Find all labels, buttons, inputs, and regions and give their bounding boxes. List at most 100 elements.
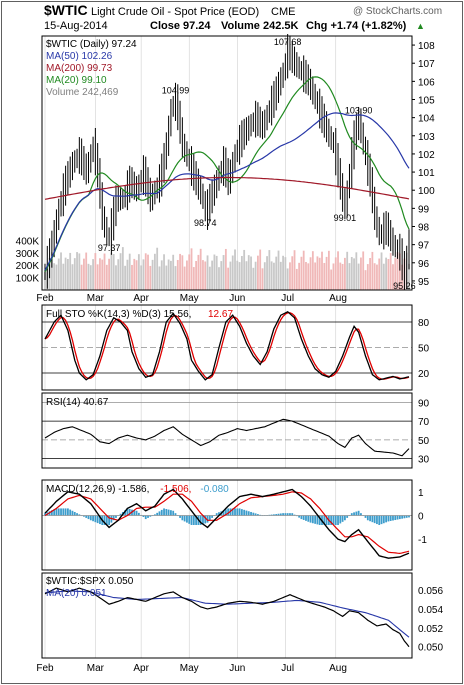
volume-bar bbox=[110, 252, 113, 290]
volume-bar bbox=[273, 262, 275, 290]
close-label: Close 97.24 bbox=[150, 20, 211, 32]
macd-histogram-bar bbox=[126, 508, 129, 516]
macd-histogram-bar bbox=[218, 512, 220, 516]
price-tick-label: 107 bbox=[418, 59, 435, 70]
volume-bar bbox=[270, 261, 273, 290]
volume-label: Volume 242.5K bbox=[221, 20, 298, 32]
macd-signal-line bbox=[44, 491, 410, 555]
macd-histogram-bar bbox=[85, 515, 88, 518]
volume-bar bbox=[83, 258, 85, 290]
volume-bar bbox=[135, 260, 138, 290]
macd-histogram-bar bbox=[408, 515, 410, 518]
instrument-name: Light Crude Oil - Spot Price (EOD) bbox=[91, 6, 259, 18]
volume-bar bbox=[115, 265, 117, 290]
macd-histogram-bar bbox=[316, 515, 319, 525]
rsi-panel-frame bbox=[41, 392, 413, 469]
volume-bar bbox=[126, 259, 129, 290]
volume-bar bbox=[105, 264, 108, 290]
volume-tick-label: 400K bbox=[16, 236, 40, 247]
price-tick-label: 106 bbox=[418, 77, 435, 88]
volume-bar bbox=[181, 255, 184, 290]
volume-bar bbox=[64, 257, 67, 290]
volume-bar bbox=[57, 258, 60, 290]
volume-bar bbox=[218, 267, 220, 290]
macd-histogram-bar bbox=[353, 512, 355, 516]
volume-bar bbox=[94, 253, 97, 290]
price-tick-label: 105 bbox=[418, 96, 435, 107]
macd-histogram-bar bbox=[339, 515, 342, 524]
macd-histogram-bar bbox=[165, 509, 168, 516]
macd-histogram-bar bbox=[346, 515, 349, 518]
volume-bar bbox=[392, 264, 394, 290]
macd-histogram-bar bbox=[190, 515, 193, 525]
macd-histogram-bar bbox=[334, 515, 337, 525]
legend-entry: MA(20) 99.10 bbox=[46, 75, 107, 86]
volume-bar bbox=[176, 259, 179, 290]
macd-histogram-bar bbox=[385, 515, 388, 523]
macd-histogram-bar bbox=[128, 509, 131, 516]
ratio-tick-label: 0.056 bbox=[418, 586, 443, 597]
macd-histogram-bar bbox=[183, 515, 186, 522]
legend-entry: Full STO %K(14,3) %D(3) 15.56, bbox=[46, 309, 191, 320]
x-axis: Feb Feb Mar Mar Apr Apr May May Jun Jun Jul Jul Aug A… bbox=[36, 293, 347, 674]
macd-histogram-bar bbox=[247, 511, 250, 516]
volume-bar bbox=[307, 263, 310, 290]
volume-bar bbox=[302, 250, 305, 290]
macd-histogram-bar bbox=[398, 515, 401, 520]
price-annotation: 99.01 bbox=[334, 213, 357, 223]
volume-bar bbox=[131, 264, 133, 290]
volume-bar bbox=[364, 270, 367, 290]
volume-bar bbox=[204, 261, 207, 290]
volume-bar bbox=[53, 263, 56, 290]
volume-bar bbox=[186, 260, 188, 290]
volume-bar bbox=[89, 265, 92, 290]
volume-bar bbox=[325, 256, 328, 290]
change-label: Chg +1.74 (+1.82%) bbox=[306, 20, 407, 32]
macd-histogram-bar bbox=[76, 513, 78, 516]
macd-histogram-bar bbox=[403, 515, 406, 519]
volume-bar bbox=[121, 247, 124, 290]
x-tick-label-lower: Jun bbox=[229, 663, 245, 674]
volume-bar bbox=[208, 266, 211, 290]
volume-bar bbox=[396, 252, 399, 290]
volume-bar bbox=[215, 255, 218, 290]
volume-bar bbox=[222, 255, 225, 290]
volume-bar bbox=[96, 264, 99, 290]
volume-bar bbox=[211, 260, 214, 290]
volume-bar bbox=[190, 248, 193, 290]
volume-bar bbox=[346, 251, 349, 290]
macd-histogram-bar bbox=[222, 510, 225, 516]
macd-histogram-bar bbox=[382, 515, 385, 524]
volume-bar bbox=[101, 259, 104, 290]
macd-histogram-bar bbox=[341, 515, 344, 522]
x-tick-label-upper: Aug bbox=[329, 293, 347, 304]
volume-bar bbox=[348, 263, 351, 290]
macd-line bbox=[44, 488, 410, 559]
volume-bar bbox=[385, 257, 388, 290]
legend-entry: -0.080 bbox=[200, 484, 229, 495]
macd-histogram-bar bbox=[401, 515, 404, 519]
ratio-panel: 0.050 0.052 0.054 0.056 $WTIC:$SPX 0.050MA(2… bbox=[41, 572, 443, 659]
macd-histogram-bar bbox=[66, 508, 69, 516]
macd-histogram-bar bbox=[250, 511, 252, 516]
macd-histogram-bar bbox=[245, 510, 248, 516]
volume-tick-label: 300K bbox=[16, 249, 40, 260]
volume-bar bbox=[172, 254, 175, 290]
macd-histogram-bar bbox=[94, 515, 97, 523]
volume-bar bbox=[263, 262, 266, 290]
price-tick-label: 102 bbox=[418, 150, 435, 161]
volume-bar bbox=[355, 252, 358, 290]
volume-bar bbox=[357, 263, 360, 290]
volume-bar bbox=[286, 268, 289, 290]
volume-bar bbox=[243, 249, 246, 290]
macd-histogram-bar bbox=[279, 513, 282, 516]
volume-bar bbox=[62, 263, 65, 290]
volume-bar bbox=[124, 265, 127, 290]
x-tick-label-upper: Jun bbox=[229, 293, 245, 304]
x-tick-label-lower: Apr bbox=[133, 663, 149, 674]
macd-histogram-bar bbox=[238, 508, 241, 516]
legend-entry: MA(20) 0.051 bbox=[46, 588, 107, 599]
volume-bar bbox=[66, 259, 69, 290]
macd-histogram-bar bbox=[227, 508, 230, 516]
macd-histogram-bar bbox=[360, 513, 362, 516]
